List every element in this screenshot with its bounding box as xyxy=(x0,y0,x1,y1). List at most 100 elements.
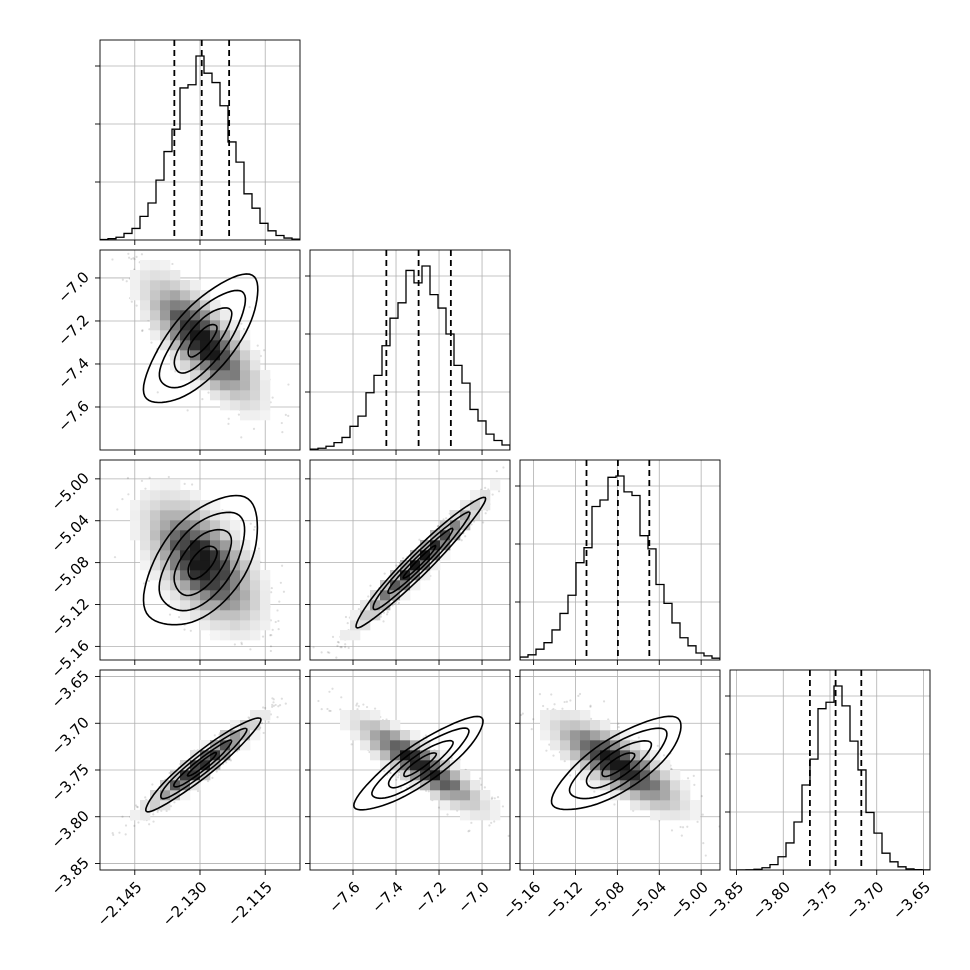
density-cell xyxy=(230,550,241,561)
sample-point xyxy=(550,693,553,696)
x-tick-label: −7.0 xyxy=(454,878,492,916)
density-cell xyxy=(400,730,411,741)
density-cell xyxy=(200,560,211,571)
y-tick-label: −5.12 xyxy=(48,595,93,640)
density-cell xyxy=(170,790,181,801)
sample-point xyxy=(169,805,173,808)
sample-point xyxy=(617,722,620,725)
density-cell xyxy=(580,760,591,771)
sample-point xyxy=(280,697,283,700)
sample-point xyxy=(211,776,214,779)
sample-point xyxy=(520,465,522,467)
density-cell xyxy=(450,800,461,811)
density-cell xyxy=(150,300,161,311)
sample-point xyxy=(397,771,400,774)
density-cell xyxy=(240,610,251,621)
density-cell xyxy=(180,360,191,371)
density-cell xyxy=(210,360,221,371)
density-cell xyxy=(220,540,231,551)
density-cell xyxy=(210,550,221,561)
density-cell xyxy=(670,790,681,801)
sample-point xyxy=(137,821,140,824)
sample-point xyxy=(264,706,267,710)
density-cell xyxy=(370,720,381,731)
sample-point xyxy=(240,643,243,646)
density-cell xyxy=(660,770,671,781)
density-cell xyxy=(200,520,211,531)
sample-point xyxy=(542,704,545,708)
density-cell xyxy=(210,560,221,571)
contour-level-0 xyxy=(186,751,218,777)
sample-point xyxy=(326,707,329,711)
density-cell xyxy=(180,520,191,531)
density-cell xyxy=(200,320,211,331)
density-cell xyxy=(150,260,161,271)
sample-point xyxy=(437,806,441,809)
density-cell xyxy=(350,610,361,621)
density-cell xyxy=(220,350,231,361)
density-cell xyxy=(260,620,271,631)
density-cell xyxy=(160,300,171,311)
sample-point xyxy=(317,699,320,703)
sample-point xyxy=(121,498,124,501)
x-tick-label: −5.00 xyxy=(667,878,712,923)
sample-point xyxy=(329,709,332,713)
density-cell xyxy=(610,780,621,791)
sample-point xyxy=(274,620,277,624)
sample-point xyxy=(262,731,265,735)
density-cell xyxy=(380,760,391,771)
density-cell xyxy=(150,560,161,571)
density-cell xyxy=(260,590,271,601)
density-cell xyxy=(220,530,231,541)
density-cell xyxy=(650,770,661,781)
density-cell xyxy=(190,610,201,621)
density-cell xyxy=(130,270,141,281)
density-cell xyxy=(190,360,201,371)
density-cell xyxy=(230,600,241,611)
sample-point xyxy=(602,700,606,703)
density-cell xyxy=(150,330,161,341)
x-tick-label: −3.85 xyxy=(702,878,747,923)
density-cell xyxy=(580,750,591,761)
density-cell xyxy=(230,730,241,741)
density-cell xyxy=(130,290,141,301)
density-cell xyxy=(150,540,161,551)
sample-point xyxy=(501,805,505,808)
y-tick-label: −7.0 xyxy=(54,268,92,306)
x-tick-label: −3.70 xyxy=(842,878,887,923)
density-cell xyxy=(460,780,471,791)
density-cell xyxy=(190,540,201,551)
sample-point xyxy=(151,783,154,786)
x-tick-label: −5.16 xyxy=(499,878,544,923)
density-cell xyxy=(660,810,671,821)
density-cell xyxy=(620,780,631,791)
density-cell xyxy=(220,620,231,631)
density-cell xyxy=(420,770,431,781)
sample-point xyxy=(276,609,279,612)
sample-point xyxy=(530,728,533,731)
sample-point xyxy=(233,643,236,646)
sample-point xyxy=(513,813,515,815)
density-cell xyxy=(250,580,261,591)
sample-point xyxy=(396,776,400,779)
x-tick-label: −3.75 xyxy=(796,878,841,923)
density-cell xyxy=(640,780,651,791)
density-cell xyxy=(490,810,501,821)
sample-point xyxy=(271,697,274,700)
density-cell xyxy=(170,520,181,531)
density-cell xyxy=(450,760,461,771)
sample-point xyxy=(488,824,491,827)
sample-point xyxy=(532,718,535,721)
density-cell xyxy=(180,350,191,361)
density-cell xyxy=(200,770,211,781)
sample-point xyxy=(479,783,483,786)
sample-point xyxy=(278,704,282,707)
density-cell xyxy=(230,330,241,341)
sample-point xyxy=(121,278,124,281)
y-tick-label: −5.08 xyxy=(48,553,93,598)
sample-point xyxy=(269,645,273,648)
density-cell xyxy=(350,730,361,741)
sample-point xyxy=(552,708,555,711)
density-cell xyxy=(180,610,191,621)
density-cell xyxy=(370,730,381,741)
